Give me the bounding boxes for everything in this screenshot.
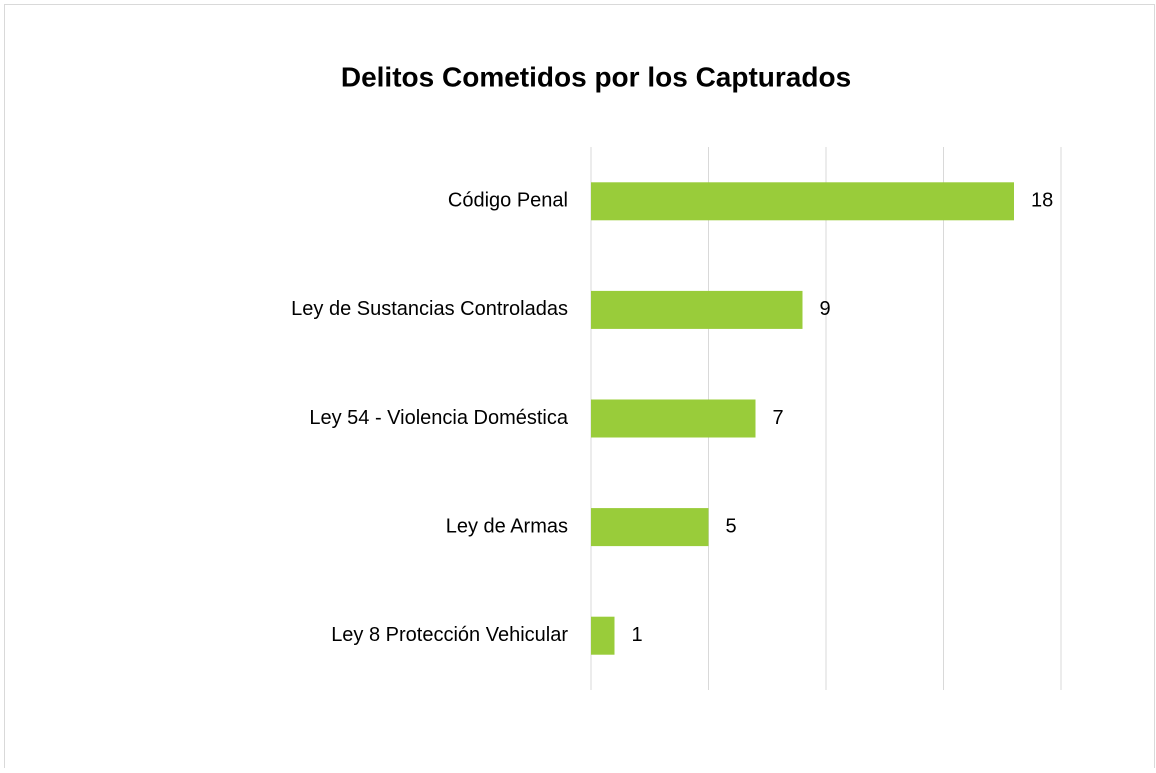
bar — [591, 290, 803, 329]
data-label: 1 — [632, 624, 643, 646]
data-label: 18 — [1031, 190, 1053, 212]
y-tick-label: Ley 8 Protección Vehicular — [331, 624, 568, 646]
chart-title: Delitos Cometidos por los Capturados — [341, 61, 851, 92]
bar — [591, 399, 756, 438]
data-label: 7 — [773, 407, 784, 429]
y-tick-label: Ley de Armas — [446, 515, 568, 537]
y-tick-label: Ley de Sustancias Controladas — [291, 298, 568, 320]
chart-border — [4, 4, 1155, 773]
data-label: 5 — [726, 515, 737, 537]
y-tick-label: Código Penal — [448, 190, 568, 212]
y-tick-label: Ley 54 - Violencia Doméstica — [309, 407, 569, 429]
data-label: 9 — [820, 298, 831, 320]
bar — [591, 508, 709, 547]
bar — [591, 616, 615, 655]
bar — [591, 182, 1014, 221]
